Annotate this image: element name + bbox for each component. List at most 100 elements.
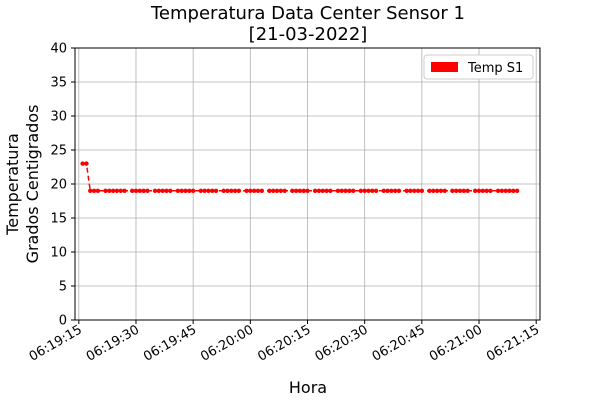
data-point <box>278 188 284 193</box>
data-point <box>95 188 101 193</box>
data-point <box>461 188 466 193</box>
data-point <box>457 188 463 193</box>
data-point <box>488 188 493 193</box>
data-point <box>248 188 253 193</box>
data-point <box>110 188 116 193</box>
data-point <box>389 188 394 193</box>
data-point <box>229 188 234 193</box>
data-point <box>274 188 280 193</box>
data-point <box>293 188 299 193</box>
x-axis-label: Hora <box>289 378 327 397</box>
legend: Temp S1 <box>423 54 534 80</box>
chart-title-line-1: Temperatura Data Center Sensor 1 <box>150 3 465 24</box>
data-point <box>225 188 230 193</box>
data-point <box>339 188 344 193</box>
data-point <box>290 188 295 193</box>
data-point <box>156 188 162 193</box>
data-point <box>495 188 501 193</box>
data-point <box>316 188 322 193</box>
data-point <box>88 188 93 193</box>
data-point <box>385 188 390 193</box>
data-point <box>267 188 272 193</box>
data-point <box>408 188 413 193</box>
data-point <box>122 188 127 193</box>
data-point <box>484 188 489 193</box>
data-point <box>450 188 455 193</box>
data-point <box>175 188 181 193</box>
y-tick-label: 15 <box>50 212 67 227</box>
data-point <box>312 188 318 193</box>
data-point <box>503 188 508 193</box>
data-point <box>480 188 486 193</box>
data-point <box>137 188 142 193</box>
data-point <box>362 188 367 193</box>
data-point <box>419 188 425 193</box>
data-point <box>282 188 287 193</box>
data-point <box>305 188 310 193</box>
y-axis-label-line-1: Temperatura <box>3 133 22 236</box>
data-point <box>232 188 238 193</box>
data-point <box>476 188 482 193</box>
data-point <box>221 188 226 193</box>
data-point <box>499 188 505 193</box>
data-point <box>114 188 120 193</box>
data-point <box>404 188 409 193</box>
data-point <box>160 188 165 193</box>
data-point <box>507 188 512 193</box>
data-point <box>179 188 184 193</box>
y-tick-label: 35 <box>50 76 67 91</box>
y-tick-label: 30 <box>50 110 67 125</box>
y-tick-label: 10 <box>50 246 67 261</box>
data-point <box>370 188 375 193</box>
data-point <box>351 188 356 193</box>
data-point <box>514 188 520 193</box>
data-point <box>259 188 264 193</box>
data-point <box>141 188 146 193</box>
y-tick-label: 25 <box>50 144 67 159</box>
data-point <box>511 188 516 193</box>
data-point <box>434 188 440 193</box>
data-point <box>133 188 139 193</box>
data-point <box>168 188 173 193</box>
data-point <box>453 188 459 193</box>
data-point <box>324 188 329 193</box>
data-point <box>465 188 470 193</box>
data-point <box>251 188 257 193</box>
data-point <box>412 188 417 193</box>
data-point <box>297 188 303 193</box>
data-point <box>396 188 402 193</box>
y-tick-label: 40 <box>50 42 67 57</box>
data-point <box>347 188 352 193</box>
data-point <box>335 188 341 193</box>
data-point <box>373 188 379 193</box>
legend-swatch <box>431 62 458 72</box>
data-point <box>343 188 348 193</box>
data-point <box>103 188 108 193</box>
data-point <box>328 188 333 193</box>
data-point <box>80 161 85 166</box>
y-tick-label: 0 <box>59 314 67 329</box>
y-axis-label: Temperatura Grados Centigrados <box>3 105 42 264</box>
data-point <box>118 188 123 193</box>
data-point <box>198 188 203 193</box>
data-point <box>366 188 371 193</box>
data-point <box>164 188 169 193</box>
data-point <box>91 188 97 193</box>
data-point <box>183 188 188 193</box>
data-point <box>213 188 219 193</box>
data-point <box>255 188 261 193</box>
data-point <box>190 188 196 193</box>
data-point <box>206 188 211 193</box>
data-point <box>210 188 215 193</box>
y-tick-label: 5 <box>59 280 67 295</box>
data-point <box>107 188 112 193</box>
data-point <box>187 188 192 193</box>
data-point <box>202 188 207 193</box>
data-point <box>152 188 158 193</box>
chart-title-line-2: [21-03-2022] <box>249 24 368 45</box>
data-point <box>415 188 421 193</box>
data-point <box>145 188 150 193</box>
data-point <box>473 188 478 193</box>
data-point <box>129 188 135 193</box>
